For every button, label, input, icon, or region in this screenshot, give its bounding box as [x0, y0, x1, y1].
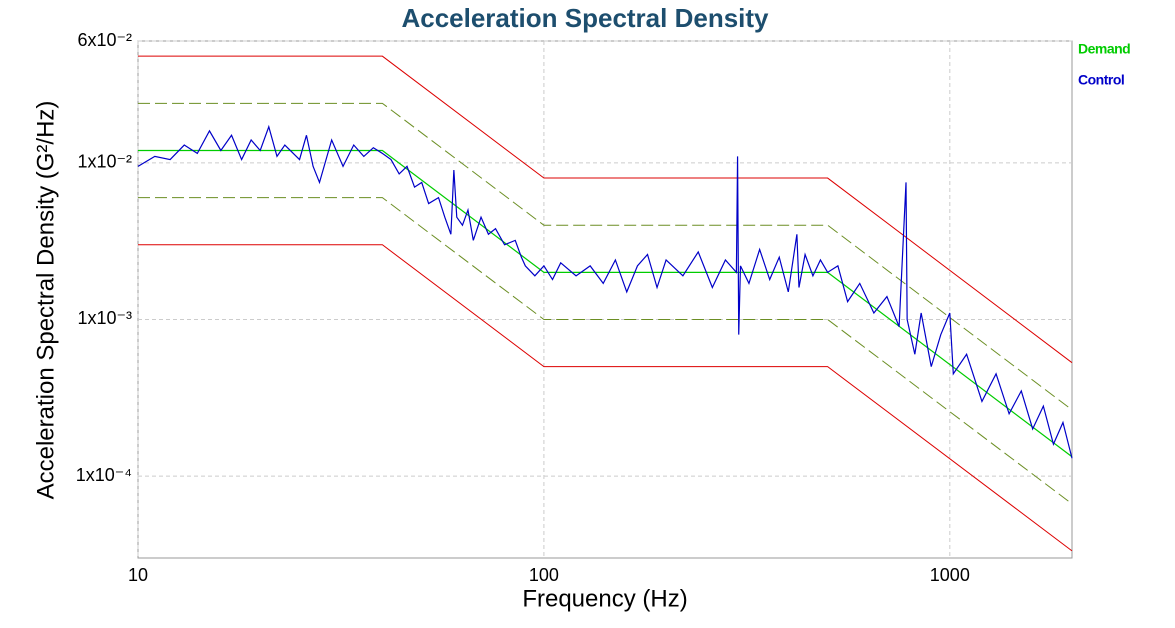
limit-line — [138, 102, 1073, 411]
y-tick-label: 1x10⁻⁴ — [76, 465, 132, 485]
limit-line — [138, 55, 1073, 364]
chart-title: Acceleration Spectral Density — [401, 3, 769, 33]
legend-entry: Demand — [1078, 41, 1130, 57]
limit-line — [138, 244, 1073, 552]
legend-entry: Control — [1078, 72, 1124, 88]
series-line — [137, 124, 1073, 459]
x-axis-label: Frequency (Hz) — [522, 585, 687, 612]
y-axis-label: Acceleration Spectral Density (G²/Hz) — [32, 101, 59, 500]
y-tick-label: 1x10⁻² — [77, 152, 132, 172]
y-tick-label: 6x10⁻² — [77, 30, 132, 50]
x-tick-label: 100 — [529, 565, 559, 585]
y-tick-label: 1x10⁻³ — [77, 308, 132, 328]
series-line — [138, 149, 1073, 458]
plot-area — [137, 40, 1073, 559]
x-tick-label: 1000 — [930, 565, 970, 585]
x-tick-label: 10 — [128, 565, 148, 585]
limit-line — [138, 197, 1073, 505]
